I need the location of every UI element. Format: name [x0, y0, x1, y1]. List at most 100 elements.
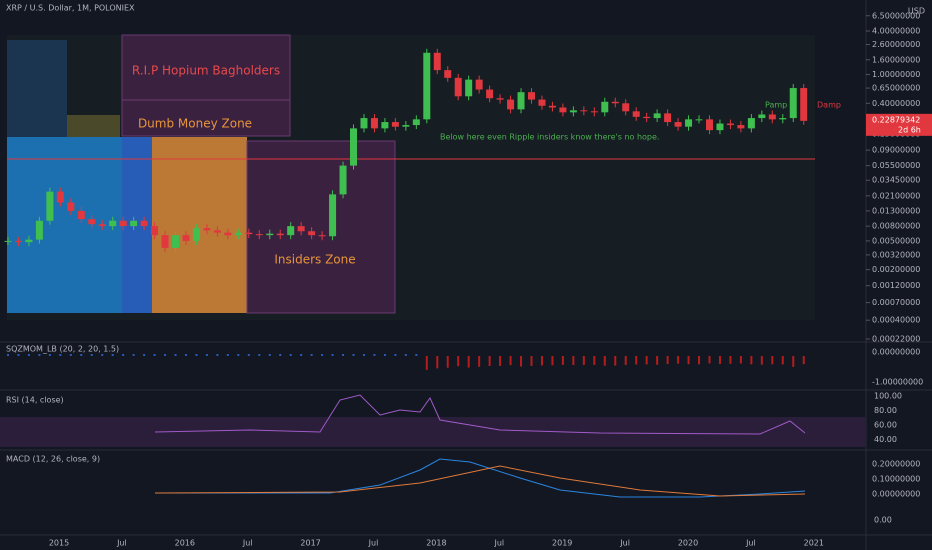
candle: [622, 103, 630, 112]
candle: [35, 220, 43, 240]
y-tick-label: 80.00: [874, 406, 897, 415]
candle: [119, 220, 127, 227]
annotation: Pamp: [765, 101, 787, 110]
candle: [465, 79, 473, 97]
candle: [475, 79, 483, 90]
x-tick-label: 2020: [678, 539, 698, 548]
squeeze-bar: [184, 354, 187, 356]
squeeze-bar: [101, 354, 104, 356]
signal-line: [154, 465, 806, 497]
squeeze-bar: [321, 354, 324, 356]
candle: [308, 231, 316, 236]
candle: [674, 122, 682, 127]
squeeze-bar: [698, 356, 701, 365]
x-tick-label: Jul: [745, 539, 756, 548]
candle: [800, 88, 808, 121]
candle: [747, 118, 755, 129]
candle: [580, 110, 588, 112]
x-tick-label: 2017: [300, 539, 320, 548]
candle: [528, 92, 535, 100]
y-tick-label: 0.00000000: [872, 348, 920, 357]
candle: [88, 219, 96, 225]
symbol-title: XRP / U.S. Dollar, 1M, POLONIEX: [6, 4, 135, 13]
candle: [559, 107, 567, 113]
y-tick-label: 0.00800000: [872, 222, 920, 231]
squeeze-bar: [478, 356, 481, 367]
y-tick-label: 0.09000000: [872, 146, 920, 155]
y-tick-label: 1.60000000: [872, 55, 920, 64]
squeeze-bar: [446, 356, 449, 368]
squeeze-bar: [237, 354, 240, 356]
candle: [98, 224, 106, 227]
squeeze-bar: [143, 354, 146, 356]
squeeze-bar: [195, 354, 198, 356]
squeeze-bar: [268, 354, 271, 356]
y-tick-label: 4.00000000: [872, 27, 920, 36]
x-tick-label: 2015: [49, 539, 69, 548]
annotation: Below here even Ripple insiders know the…: [440, 133, 659, 142]
squeeze-bar: [27, 354, 30, 356]
y-tick-label: 0.00200000: [872, 265, 920, 274]
annotation: Insiders Zone: [274, 253, 355, 267]
candle: [109, 220, 117, 227]
countdown: 2d 6h: [898, 125, 921, 134]
squeeze-bar: [59, 354, 62, 356]
squeeze-bar: [530, 356, 533, 366]
squeeze-bar: [635, 356, 638, 365]
candle: [590, 111, 598, 113]
squeeze-bar: [425, 356, 428, 370]
squeeze-bar: [300, 354, 303, 356]
candle: [402, 125, 410, 127]
candle: [391, 122, 399, 127]
y-tick-label: 0.00040000: [872, 316, 920, 325]
candle: [758, 114, 766, 119]
annotation: R.I.P Hopium Bagholders: [132, 64, 280, 78]
rip-zone: [121, 34, 291, 101]
y-tick-label: 0.00500000: [872, 236, 920, 245]
squeeze-bar: [373, 354, 376, 356]
squeeze-bar: [677, 356, 680, 364]
squeeze-bar: [499, 356, 502, 366]
squeeze-bar: [153, 354, 156, 356]
y-tick-label: 40.00: [874, 435, 897, 444]
squeeze-bar: [582, 356, 585, 365]
y-tick-label: 0.00120000: [872, 281, 920, 290]
x-tick-label: 2018: [426, 539, 446, 548]
x-tick-label: 2019: [552, 539, 572, 548]
y-tick-label: 0.00022000: [872, 334, 920, 343]
dumb-money-zone: [121, 99, 291, 137]
candle: [161, 235, 169, 248]
candle: [234, 232, 242, 236]
squeeze-bar: [457, 356, 460, 367]
squeeze-bar: [289, 354, 292, 356]
squeeze-bar: [216, 354, 219, 356]
candle: [329, 194, 337, 237]
y-tick-label: 0.05500000: [872, 161, 920, 170]
y-tick-label: 60.00: [874, 421, 897, 430]
candle: [287, 226, 295, 236]
squeeze-bar: [656, 356, 659, 365]
candle: [360, 118, 368, 129]
squeeze-bar: [708, 356, 711, 364]
squeeze-bar: [771, 356, 774, 365]
candle: [486, 89, 494, 99]
x-tick-label: Jul: [242, 539, 253, 548]
squeeze-bar: [394, 354, 397, 356]
squeeze-bar: [258, 354, 261, 356]
squeeze-bar: [572, 356, 575, 366]
candle: [768, 114, 776, 120]
candle: [412, 119, 420, 126]
squeeze-bar: [687, 356, 690, 365]
squeeze-bar: [551, 356, 554, 366]
candle: [370, 118, 378, 129]
x-tick-label: 2021: [804, 539, 824, 548]
squeeze-bar: [520, 356, 523, 367]
candle: [548, 105, 556, 108]
squeeze-bar: [750, 356, 753, 365]
volume-profile: [67, 115, 120, 137]
candle: [507, 99, 515, 110]
candle: [611, 101, 619, 104]
candle: [737, 125, 745, 129]
squeeze-bar: [415, 354, 418, 356]
